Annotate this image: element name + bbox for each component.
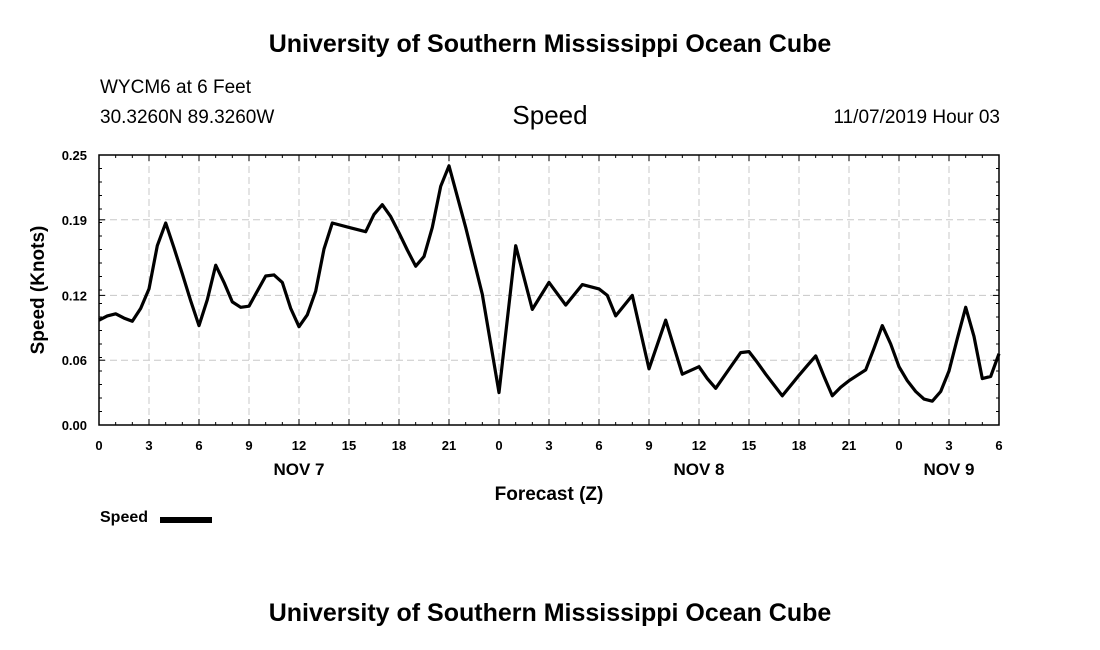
y-axis-label: Speed (Knots) (28, 226, 49, 355)
legend-label: Speed (100, 509, 149, 526)
x-tick-label: 15 (742, 438, 756, 453)
footer-title: University of Southern Mississippi Ocean… (268, 599, 832, 627)
y-tick-label: 0.12 (62, 288, 87, 303)
x-tick-label: 9 (645, 438, 652, 453)
x-axis-label: Forecast (Z) (495, 484, 604, 505)
x-tick-label: 3 (145, 438, 152, 453)
y-tick-label: 0.25 (62, 148, 87, 163)
y-tick-label: 0.06 (62, 353, 87, 368)
x-tick-label: 0 (495, 438, 502, 453)
x-tick-label: 9 (245, 438, 252, 453)
x-tick-label: 0 (895, 438, 902, 453)
x-tick-label: 12 (292, 438, 306, 453)
variable-title: Speed (512, 100, 588, 130)
major-ticks (98, 154, 1000, 426)
x-tick-label: 3 (945, 438, 952, 453)
y-tick-label: 0.19 (62, 213, 87, 228)
grid-lines (99, 155, 999, 425)
series-line-speed (98, 164, 1001, 403)
x-tick-label: 18 (392, 438, 406, 453)
chart-title: University of Southern Mississippi Ocean… (268, 30, 832, 58)
legend-swatch (160, 517, 212, 523)
day-label: NOV 8 (673, 460, 724, 479)
x-tick-label: 6 (195, 438, 202, 453)
x-tick-label: 15 (342, 438, 356, 453)
x-tick-label: 12 (692, 438, 706, 453)
x-tick-label: 6 (995, 438, 1002, 453)
datetime-label: 11/07/2019 Hour 03 (833, 107, 1000, 128)
day-label: NOV 9 (923, 460, 974, 479)
x-tick-label: 3 (545, 438, 552, 453)
x-tick-label: 21 (442, 438, 456, 453)
x-tick-label: 21 (842, 438, 856, 453)
x-tick-label: 18 (792, 438, 806, 453)
x-tick-label: 6 (595, 438, 602, 453)
station-label: WYCM6 at 6 Feet (100, 77, 251, 98)
x-tick-label: 0 (95, 438, 102, 453)
tick-labels: 0 3 6 9 12 15 18 21 0 3 6 9 12 15 18 21 0 3 6 0.00 0.06 0.12 0… (62, 148, 1003, 479)
coordinates-label: 30.3260N 89.3260W (100, 107, 275, 128)
y-tick-label: 0.00 (62, 418, 87, 433)
day-label: NOV 7 (273, 460, 324, 479)
plot-frame (98, 154, 1000, 426)
